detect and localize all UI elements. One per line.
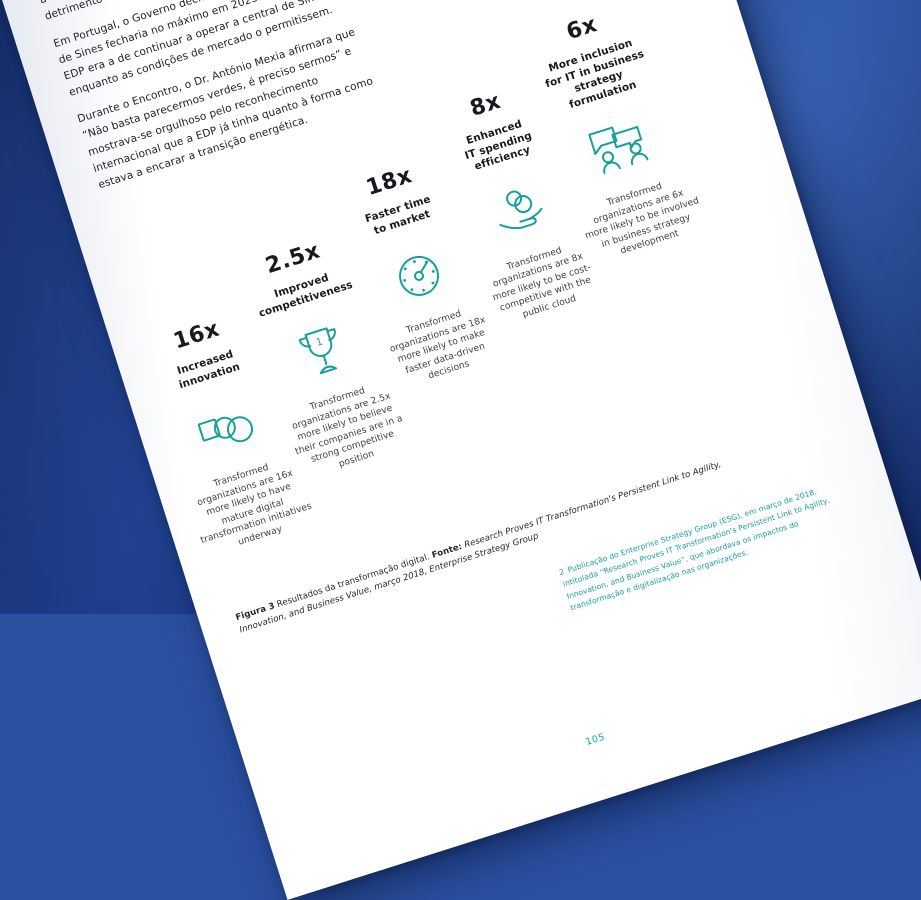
figure-3-infographic: 16x Increased innovation Transformed org… [69,0,836,588]
page-number: 105 [583,731,607,749]
hand-coins-icon [452,164,585,259]
people-speech-bubbles-icon [553,101,686,196]
stat-card: 8x Enhanced IT spending efficiency Trans… [425,77,608,331]
footnote-number: 2 [557,567,565,578]
stat-card: 6x More inclusion for IT in business str… [521,0,708,267]
stat-card: 18x Faster time to market [328,154,507,395]
shapes-square-circles-icon [159,382,292,477]
speedometer-icon [352,228,485,323]
svg-text:1: 1 [314,336,323,348]
stat-card: 2.5x Improved competitiveness 1 Transfor… [232,231,415,484]
stat-card: 16x Increased innovation Transformed org… [136,307,319,560]
trophy-icon: 1 [256,305,389,400]
